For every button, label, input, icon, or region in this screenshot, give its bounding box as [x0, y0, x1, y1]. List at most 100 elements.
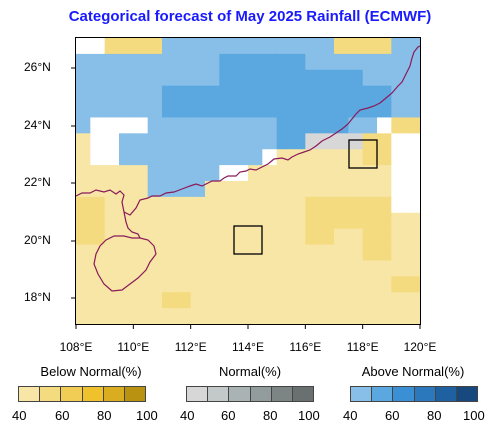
forecast-cell	[219, 260, 235, 277]
forecast-cell	[147, 181, 163, 198]
forecast-cell	[348, 85, 364, 103]
forecast-cell	[391, 308, 407, 325]
forecast-cell	[248, 292, 263, 309]
forecast-cell	[405, 276, 421, 293]
forecast-cell	[76, 38, 91, 55]
forecast-cell	[362, 38, 378, 55]
forecast-cell	[76, 53, 91, 71]
forecast-cell	[219, 117, 235, 134]
axis-ticks	[71, 67, 421, 329]
forecast-cell	[248, 260, 263, 277]
forecast-cell	[319, 38, 335, 55]
forecast-cell	[147, 101, 163, 119]
lon-tick-label: 116°E	[289, 340, 322, 354]
forecast-cell	[291, 244, 306, 262]
forecast-cell	[104, 244, 120, 262]
forecast-cell	[176, 308, 192, 325]
forecast-cell	[377, 117, 392, 134]
forecast-cell	[147, 133, 163, 150]
forecast-cell	[362, 260, 378, 277]
forecast-cell	[176, 149, 192, 166]
forecast-cell	[305, 244, 321, 262]
forecast-cell	[276, 53, 292, 71]
lon-tick-label: 112°E	[174, 340, 207, 354]
forecast-cell	[233, 292, 249, 309]
forecast-cell	[276, 181, 292, 198]
forecast-cell	[305, 117, 321, 134]
forecast-cell	[205, 53, 220, 71]
forecast-cell	[262, 165, 278, 182]
forecast-cell	[377, 133, 392, 150]
forecast-cell	[377, 292, 392, 309]
forecast-cell	[319, 260, 335, 277]
forecast-cell	[162, 117, 177, 134]
forecast-cell	[334, 244, 349, 262]
forecast-cell	[276, 85, 292, 103]
forecast-cell	[104, 308, 120, 325]
forecast-cell	[276, 69, 292, 87]
forecast-cell	[233, 101, 249, 119]
forecast-cell	[348, 260, 364, 277]
forecast-cell	[133, 196, 149, 214]
forecast-cell	[319, 149, 335, 166]
forecast-cell	[233, 38, 249, 55]
forecast-cell	[377, 212, 392, 230]
forecast-cell	[291, 276, 306, 293]
forecast-cell	[348, 276, 364, 293]
forecast-cell	[248, 212, 263, 230]
forecast-cell	[348, 196, 364, 214]
forecast-cell	[276, 244, 292, 262]
forecast-cell	[104, 165, 120, 182]
legend-swatch	[435, 387, 457, 401]
forecast-cell	[76, 228, 91, 246]
forecast-cell	[334, 196, 349, 214]
legend-normal-tick: 80	[263, 408, 278, 423]
forecast-cell	[147, 117, 163, 134]
forecast-cell	[405, 196, 421, 214]
forecast-cell	[190, 244, 206, 262]
forecast-cell	[233, 133, 249, 150]
forecast-cell	[305, 53, 321, 71]
forecast-cell	[391, 212, 407, 230]
forecast-cell	[248, 53, 263, 71]
forecast-cell	[190, 165, 206, 182]
forecast-cell	[276, 308, 292, 325]
forecast-cell	[147, 292, 163, 309]
forecast-cell	[291, 212, 306, 230]
forecast-cell	[319, 196, 335, 214]
forecast-cell	[133, 101, 149, 119]
forecast-cell	[319, 228, 335, 246]
forecast-cell	[119, 181, 134, 198]
forecast-cell	[176, 276, 192, 293]
forecast-cell	[334, 228, 349, 246]
forecast-cell	[76, 117, 91, 134]
forecast-cell	[377, 244, 392, 262]
forecast-cell	[90, 196, 106, 214]
lon-tick-label: 120°E	[403, 340, 437, 354]
forecast-cell	[90, 228, 106, 246]
forecast-cell	[276, 117, 292, 134]
forecast-cell	[176, 228, 192, 246]
forecast-cell	[190, 101, 206, 119]
forecast-cell	[233, 117, 249, 134]
forecast-cell	[262, 149, 278, 166]
forecast-cell	[119, 133, 134, 150]
forecast-cell	[377, 165, 392, 182]
forecast-cell	[219, 133, 235, 150]
forecast-cell	[162, 292, 177, 309]
forecast-cell	[133, 149, 149, 166]
leizhou-peninsula	[123, 211, 141, 239]
forecast-cell	[219, 276, 235, 293]
forecast-cell	[176, 53, 192, 71]
forecast-cell	[248, 38, 263, 55]
forecast-cell	[162, 212, 177, 230]
forecast-cell	[377, 181, 392, 198]
forecast-cell	[133, 165, 149, 182]
forecast-cell	[147, 260, 163, 277]
forecast-cell	[119, 85, 134, 103]
forecast-cell	[334, 308, 349, 325]
forecast-cell	[334, 165, 349, 182]
forecast-cell	[190, 85, 206, 103]
forecast-cell	[305, 69, 321, 87]
forecast-cell	[405, 69, 421, 87]
